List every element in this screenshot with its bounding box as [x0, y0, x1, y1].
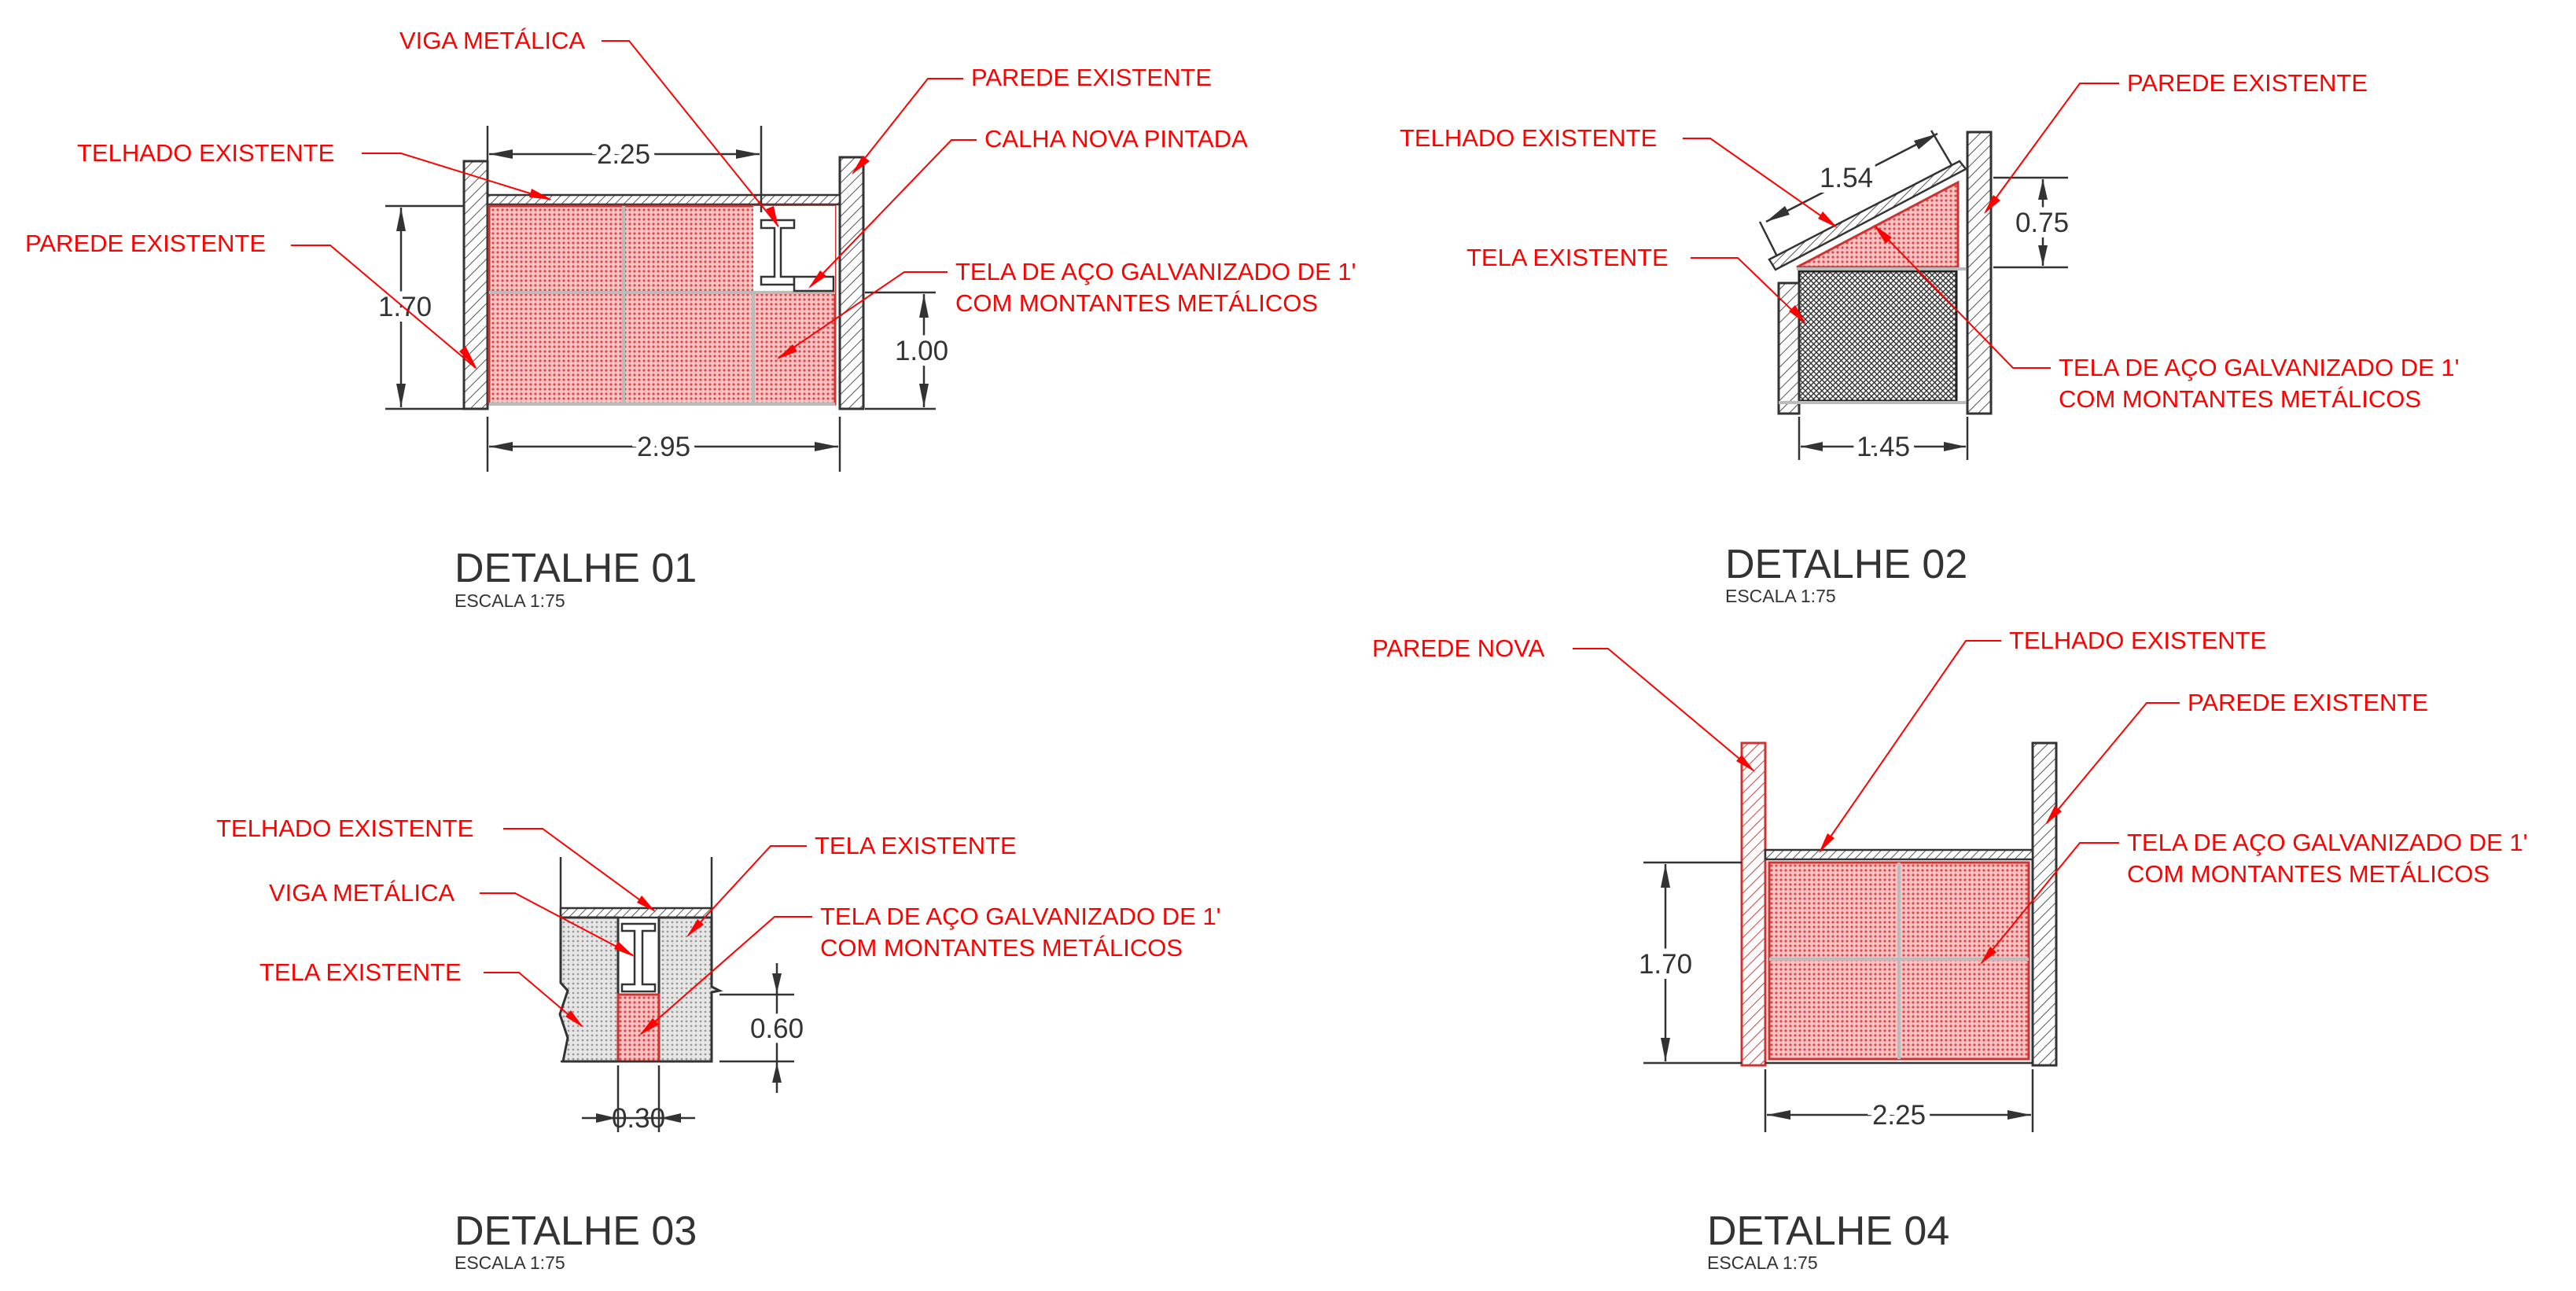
dimension-left: 1.70	[373, 204, 464, 410]
leader-screen	[640, 916, 812, 1035]
dimension-top: 2.25	[486, 126, 763, 212]
dimension-bottom: 2.25	[1764, 1069, 2034, 1136]
existing-roof	[1764, 848, 2034, 861]
label-steel-beam: VIGA METÁLICA	[399, 27, 585, 54]
dimension-label-left: 1.70	[378, 292, 432, 322]
existing-wall-left	[462, 160, 489, 410]
label-screen-line2: COM MONTANTES METÁLICOS	[820, 934, 1183, 962]
leader-steel-beam	[480, 892, 634, 956]
dimension-left: 1.70	[1633, 861, 1742, 1065]
dimension-right: 0.75	[1993, 176, 2074, 269]
existing-wall-lower	[1777, 281, 1801, 415]
existing-wall	[2031, 741, 2058, 1067]
label-existing-screen-left: TELA EXISTENTE	[259, 958, 462, 986]
label-steel-beam: VIGA METÁLICA	[269, 879, 454, 907]
leader-roof	[503, 828, 655, 911]
existing-roof	[1768, 160, 1967, 271]
detail-03: 0.60 0.30 TELHADO EXISTENTE VIGA METÁLIC…	[216, 815, 1221, 1273]
label-screen-line1: TELA DE AÇO GALVANIZADO DE 1'	[955, 258, 1356, 285]
detail-title: DETALHE 02	[1725, 542, 1967, 587]
leader-wall-right	[852, 78, 963, 174]
leader-screen	[1875, 226, 2051, 369]
screen-mullions	[489, 206, 835, 406]
leader-screen	[778, 271, 948, 359]
dimension-label-bottom: 0.30	[612, 1103, 665, 1134]
leader-existing-screen-right	[687, 845, 807, 936]
new-wall	[1740, 741, 1767, 1067]
leader-gutter	[809, 139, 977, 288]
dimension-label-top: 2.25	[597, 139, 650, 170]
label-wall: PAREDE EXISTENTE	[2127, 69, 2368, 97]
detail-02: 1.54 0.75 1.45 TELHADO EXISTENTE PAREDE …	[1400, 69, 2460, 606]
existing-wall-right	[838, 156, 865, 410]
existing-wall	[1966, 131, 1993, 415]
dimension-label-right: 0.75	[2015, 208, 2069, 238]
label-roof: TELHADO EXISTENTE	[216, 815, 473, 842]
dimension-label-right: 0.60	[750, 1013, 804, 1044]
label-wall: PAREDE EXISTENTE	[2188, 689, 2428, 716]
detail-title: DETALHE 03	[454, 1208, 697, 1254]
leader-screen	[1981, 842, 2119, 964]
label-new-wall: PAREDE NOVA	[1372, 634, 1545, 662]
label-screen-line2: COM MONTANTES METÁLICOS	[2059, 385, 2421, 413]
leader-steel-beam	[602, 40, 779, 227]
label-screen-line1: TELA DE AÇO GALVANIZADO DE 1'	[2059, 354, 2460, 381]
leader-existing-screen-left	[484, 972, 583, 1027]
detail-04: 1.70 2.25 PAREDE NOVA TELHADO EXISTENTE …	[1372, 627, 2528, 1273]
leader-roof	[1683, 138, 1837, 227]
dimension-label-right: 1.00	[895, 336, 948, 366]
existing-roof	[486, 193, 841, 206]
existing-roof	[559, 907, 713, 919]
dimension-slope: 1.54	[1758, 130, 1953, 257]
dimension-bottom: 1.45	[1798, 417, 1969, 468]
dimension-right: 0.60	[719, 963, 809, 1093]
dimension-bottom: 2.95	[486, 417, 841, 472]
leader-existing-screen	[1691, 257, 1805, 323]
label-existing-screen: TELA EXISTENTE	[1466, 244, 1669, 271]
dimension-label-bottom: 1.45	[1857, 432, 1910, 462]
existing-screen-right	[657, 916, 723, 1063]
label-wall-right: PAREDE EXISTENTE	[971, 64, 1212, 91]
label-gutter: CALHA NOVA PINTADA	[984, 125, 1248, 153]
galvanized-screen	[1796, 180, 1960, 269]
label-screen-line1: TELA DE AÇO GALVANIZADO DE 1'	[2127, 829, 2528, 856]
dimension-label-bottom: 2.25	[1872, 1100, 1926, 1131]
dimension-label-left: 1.70	[1639, 949, 1692, 980]
label-screen-line2: COM MONTANTES METÁLICOS	[2127, 860, 2490, 888]
leader-new-wall	[1573, 648, 1754, 771]
detail-scale: ESCALA 1:75	[1707, 1252, 1818, 1273]
dimension-bottom: 0.30	[582, 1065, 695, 1134]
dimension-right: 1.00	[865, 291, 954, 410]
detail-scale: ESCALA 1:75	[454, 1252, 565, 1273]
detail-01: 2.25 1.70 1.00 2.95 VIGA METÁLIC	[25, 27, 1356, 611]
detail-title: DETALHE 04	[1707, 1208, 1949, 1254]
label-wall-left: PAREDE EXISTENTE	[25, 230, 266, 257]
label-roof: TELHADO EXISTENTE	[1400, 124, 1657, 152]
steel-beam-ibeam	[620, 922, 657, 993]
leader-wall	[2046, 702, 2180, 824]
label-roof: TELHADO EXISTENTE	[77, 139, 334, 167]
dimension-label-slope: 1.54	[1820, 163, 1873, 193]
leader-wall-left	[291, 245, 477, 369]
label-screen-line2: COM MONTANTES METÁLICOS	[955, 289, 1318, 317]
leader-wall	[1985, 83, 2119, 213]
galvanized-screen	[616, 993, 661, 1063]
existing-screen-left	[558, 916, 620, 1063]
leader-roof	[362, 153, 551, 200]
label-roof: TELHADO EXISTENTE	[2009, 627, 2266, 654]
existing-screen	[1798, 270, 1958, 403]
label-existing-screen-right: TELA EXISTENTE	[815, 832, 1017, 859]
detail-scale: ESCALA 1:75	[454, 590, 565, 611]
label-screen-line1: TELA DE AÇO GALVANIZADO DE 1'	[820, 903, 1221, 930]
leader-roof	[1820, 640, 2001, 852]
detail-scale: ESCALA 1:75	[1725, 586, 1836, 606]
detail-title: DETALHE 01	[454, 546, 697, 591]
dimension-label-bottom: 2.95	[637, 432, 690, 462]
